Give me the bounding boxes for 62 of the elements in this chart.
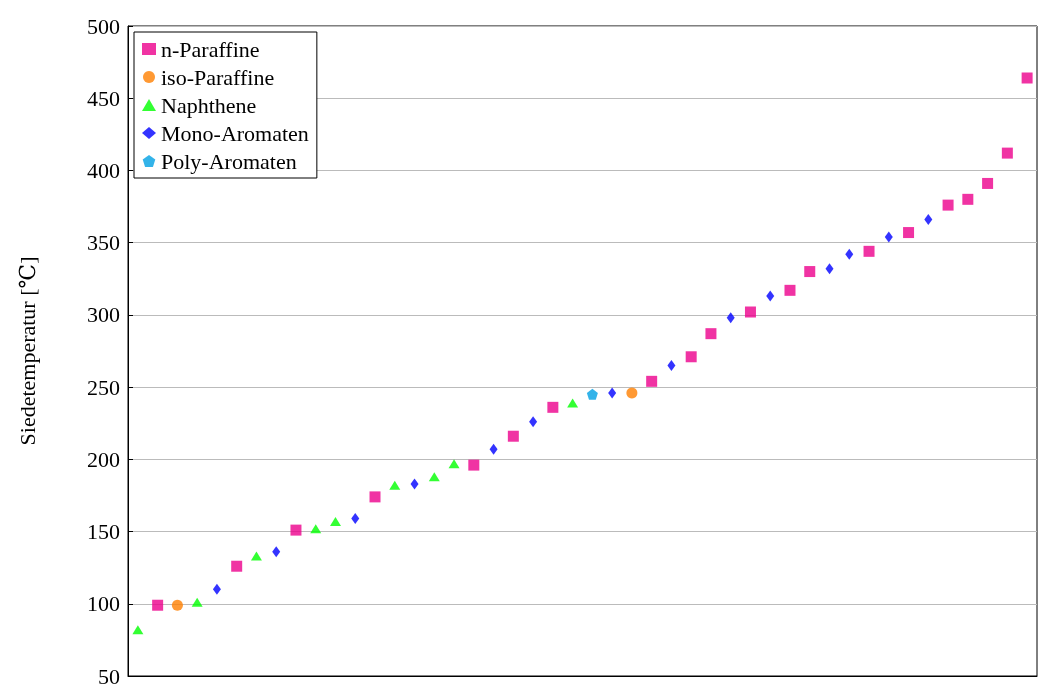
point (567, 398, 579, 408)
point (369, 491, 381, 503)
y-tick-label: 300 (87, 302, 120, 328)
point (726, 312, 735, 324)
point (903, 227, 915, 239)
y-tick-label: 350 (87, 230, 120, 256)
y-tick-label: 50 (98, 663, 120, 689)
point (132, 625, 144, 635)
y-tick-label: 250 (87, 374, 120, 400)
point (152, 599, 164, 611)
legend-label: iso-Paraffine (161, 64, 275, 90)
point (231, 560, 243, 572)
point (982, 177, 994, 189)
point (685, 351, 697, 363)
point (766, 290, 775, 302)
point (468, 459, 480, 471)
point (329, 516, 341, 526)
point (586, 388, 598, 400)
legend-label: Mono-Aromaten (161, 120, 309, 146)
y-tick-label: 500 (87, 13, 120, 39)
point (428, 472, 440, 482)
y-tick-label: 400 (87, 157, 120, 183)
point (863, 245, 875, 257)
point (825, 263, 834, 275)
point (1021, 72, 1033, 84)
point (448, 459, 460, 469)
point (410, 478, 419, 490)
point (547, 401, 559, 413)
point (310, 524, 322, 534)
point (646, 375, 658, 387)
point (351, 513, 360, 525)
point (1001, 147, 1013, 159)
point (529, 416, 538, 428)
point (191, 597, 203, 607)
point (290, 524, 302, 536)
point (962, 193, 974, 205)
legend-label: Naphthene (161, 92, 257, 118)
point (667, 359, 676, 371)
legend-label: n-Paraffine (161, 36, 260, 62)
point (212, 583, 221, 595)
point (608, 387, 617, 399)
point (784, 284, 796, 296)
point (804, 266, 816, 278)
point (942, 199, 954, 211)
legend-label: Poly-Aromaten (161, 148, 297, 174)
point (507, 430, 519, 442)
point (389, 480, 401, 490)
y-tick-label: 200 (87, 446, 120, 472)
y-axis-title: Siedetemperatur [℃] (14, 256, 40, 446)
point (272, 546, 281, 558)
point (705, 328, 717, 340)
point (845, 248, 854, 260)
point (744, 306, 756, 318)
y-tick-label: 100 (87, 591, 120, 617)
y-tick-label: 150 (87, 519, 120, 545)
point (626, 387, 638, 399)
y-tick-label: 450 (87, 85, 120, 111)
point (884, 231, 893, 243)
point (924, 214, 933, 226)
point (489, 443, 498, 455)
point (250, 551, 262, 561)
point (171, 599, 183, 611)
